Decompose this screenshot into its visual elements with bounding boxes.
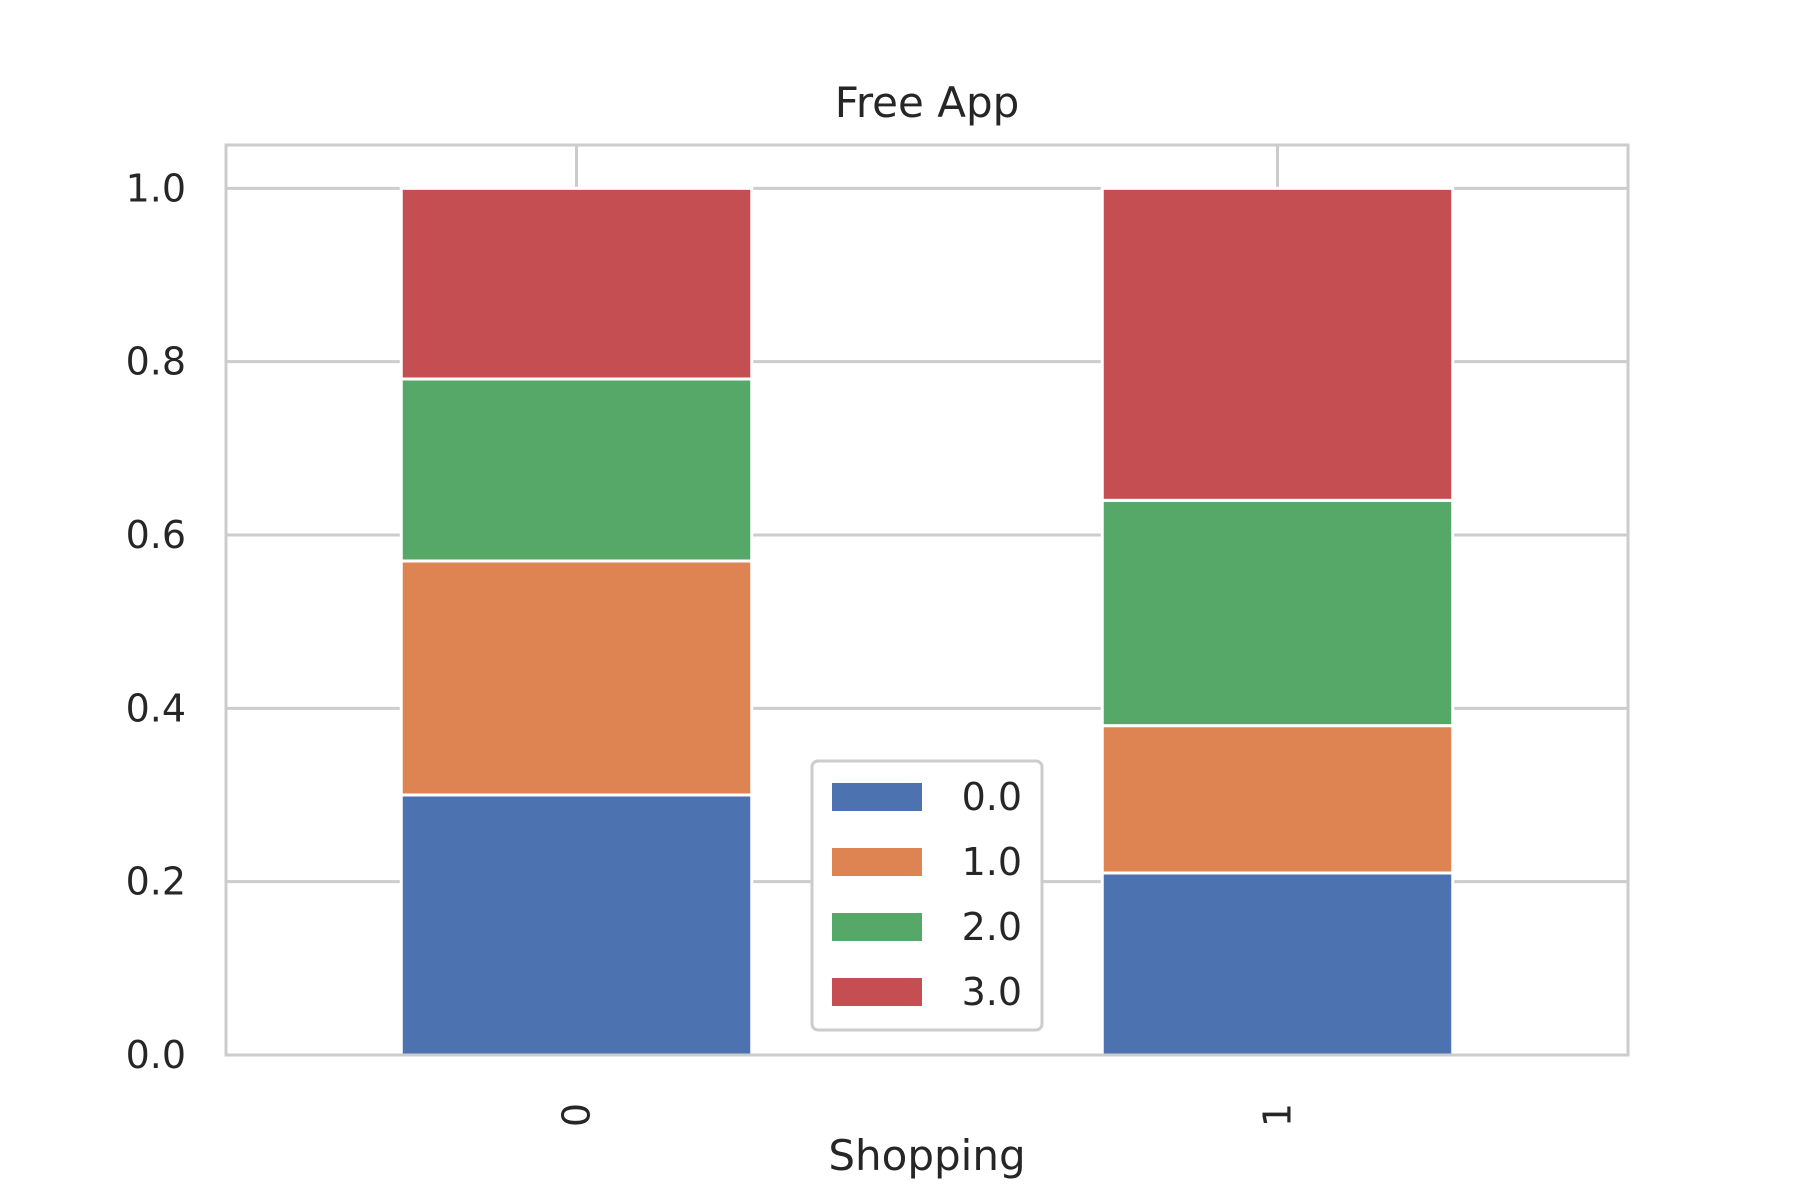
bar-cat0-series-1.0 [399, 559, 754, 797]
x-tick-marks [575, 145, 1279, 181]
x-tick-label-0: 0 [555, 1103, 599, 1127]
y-tick-label-2: 0.4 [126, 686, 186, 730]
bar-cat1-series-1.0 [1100, 724, 1455, 875]
bar-cat1-series-2.0 [1100, 498, 1455, 728]
y-tick-label-1: 0.2 [126, 860, 186, 904]
bars [399, 186, 1455, 1057]
bar-cat0-series-2.0 [399, 377, 754, 563]
legend-label-1.0: 1.0 [962, 840, 1022, 884]
bar-cat0-series-0.0 [399, 793, 754, 1057]
bar-cat1-series-0.0 [1100, 871, 1455, 1057]
y-tick-label-3: 0.6 [126, 513, 186, 557]
y-tick-label-4: 0.8 [126, 340, 186, 384]
legend-swatch-0.0 [832, 783, 922, 811]
x-axis-title: Shopping [828, 1131, 1025, 1180]
x-tick-label-1: 1 [1256, 1103, 1300, 1127]
y-tick-label-5: 1.0 [126, 166, 186, 210]
legend-label-3.0: 3.0 [962, 970, 1022, 1014]
chart-title: Free App [835, 78, 1020, 127]
y-tick-labels: 0.0 0.2 0.4 0.6 0.8 1.0 [126, 166, 186, 1077]
legend-swatch-2.0 [832, 913, 922, 941]
legend-label-0.0: 0.0 [962, 775, 1022, 819]
legend: 0.0 1.0 2.0 3.0 [810, 759, 1044, 1032]
legend-frame [810, 759, 1044, 1032]
y-tick-label-0: 0.0 [126, 1033, 186, 1077]
bar-cat0-series-3.0 [399, 186, 754, 381]
legend-swatch-3.0 [832, 978, 922, 1006]
legend-label-2.0: 2.0 [962, 905, 1022, 949]
plot-frame [224, 143, 1630, 1057]
legend-swatch-1.0 [832, 848, 922, 876]
bar-cat1-series-3.0 [1100, 186, 1455, 502]
